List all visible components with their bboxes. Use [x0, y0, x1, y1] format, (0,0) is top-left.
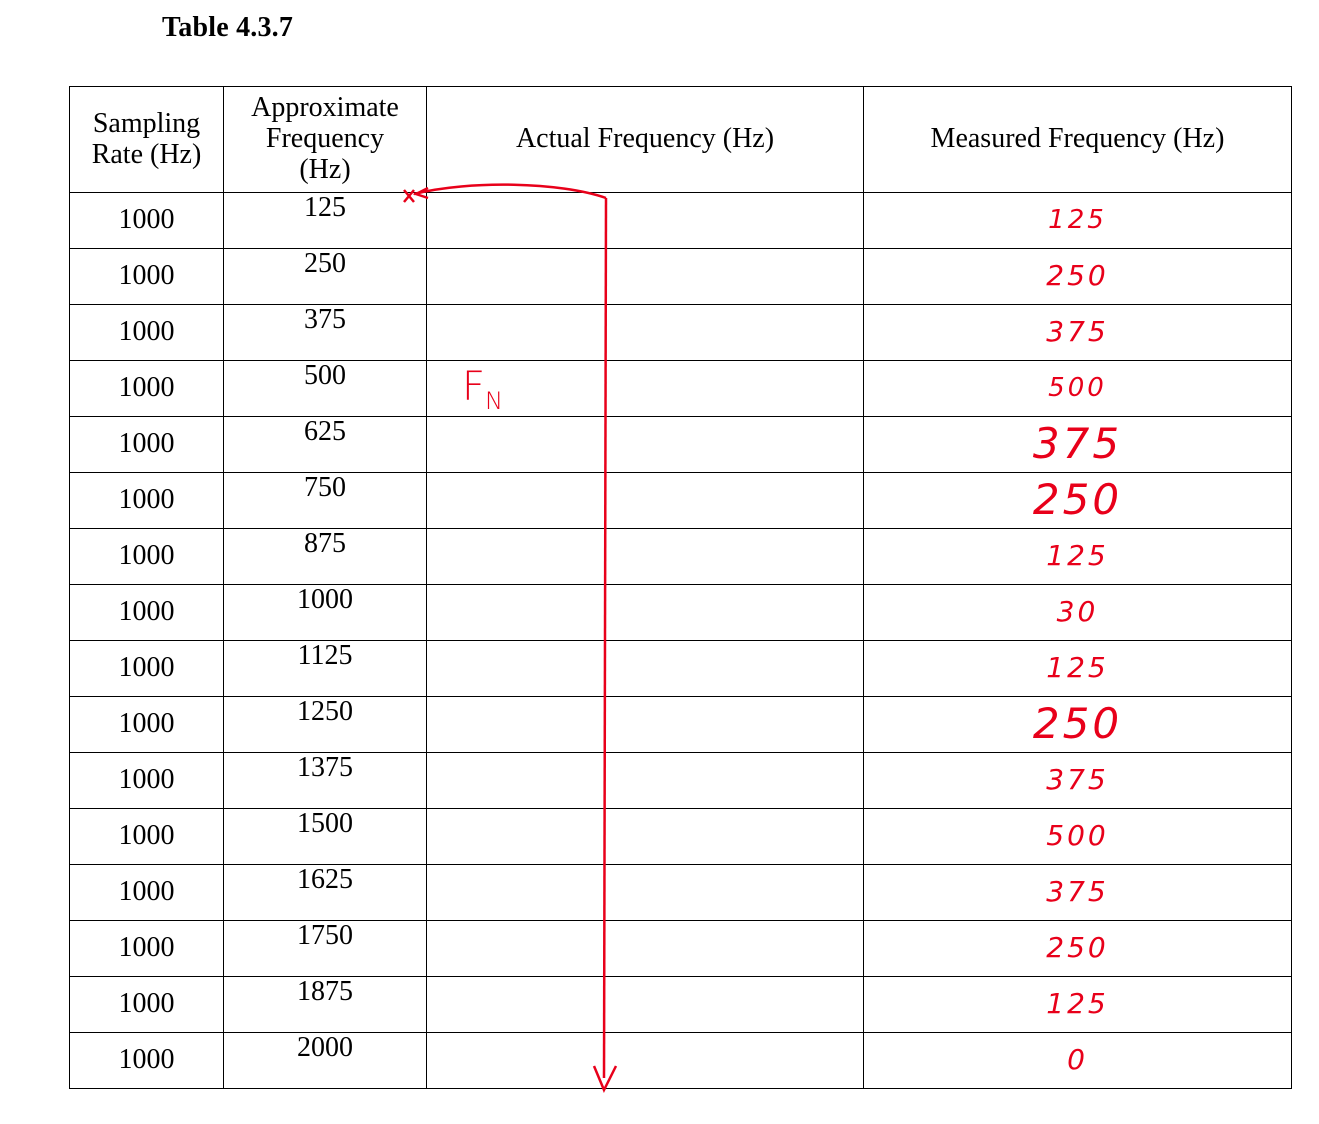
actual-frequency-cell	[426, 528, 864, 585]
measured-frequency-cell: 500	[863, 808, 1292, 865]
rate-cell: 1000	[69, 416, 224, 473]
approx-frequency-cell: 500	[223, 360, 427, 417]
approx-frequency-cell: 1375	[223, 752, 427, 809]
measured-frequency-cell: 250	[863, 920, 1292, 977]
measured-frequency-cell: 0	[863, 1032, 1292, 1089]
measured-frequency-cell: 250	[863, 472, 1292, 529]
rate-cell: 1000	[69, 528, 224, 585]
actual-frequency-cell	[426, 472, 864, 529]
rate-cell: 1000	[69, 808, 224, 865]
actual-frequency-cell	[426, 696, 864, 753]
table-row: 1000 625 375	[69, 416, 1292, 473]
table-row: 1000 1875 125	[69, 976, 1292, 1033]
approx-frequency-cell: 1500	[223, 808, 427, 865]
table-row: 1000 1125 125	[69, 640, 1292, 697]
table-row: 1000 750 250	[69, 472, 1292, 529]
table-row: 1000 2000 0	[69, 1032, 1292, 1089]
measured-frequency-cell: 250	[863, 248, 1292, 305]
measured-frequency-cell: 125	[863, 192, 1292, 249]
measured-frequency-cell: 125	[863, 528, 1292, 585]
table-row: 1000 1625 375	[69, 864, 1292, 921]
actual-frequency-cell	[426, 976, 864, 1033]
header-approx-frequency: Approximate Frequency (Hz)	[223, 86, 427, 193]
table-row: 1000 1375 375	[69, 752, 1292, 809]
measured-frequency-cell: 125	[863, 640, 1292, 697]
table-row: 1000 500 500	[69, 360, 1292, 417]
actual-frequency-cell	[426, 864, 864, 921]
table-caption: Table 4.3.7	[162, 12, 294, 43]
measured-frequency-cell: 125	[863, 976, 1292, 1033]
approx-frequency-cell: 375	[223, 304, 427, 361]
measured-frequency-cell: 375	[863, 752, 1292, 809]
measured-frequency-cell: 500	[863, 360, 1292, 417]
header-sampling-rate: Sampling Rate (Hz)	[69, 86, 224, 193]
table-row: 1000 125 125	[69, 192, 1292, 249]
rate-cell: 1000	[69, 472, 224, 529]
approx-frequency-cell: 625	[223, 416, 427, 473]
rate-cell: 1000	[69, 1032, 224, 1089]
rate-cell: 1000	[69, 864, 224, 921]
actual-frequency-cell	[426, 304, 864, 361]
rate-cell: 1000	[69, 640, 224, 697]
approx-frequency-cell: 125	[223, 192, 427, 249]
approx-frequency-cell: 1250	[223, 696, 427, 753]
table-row: 1000 375 375	[69, 304, 1292, 361]
actual-frequency-cell	[426, 808, 864, 865]
approx-frequency-cell: 1000	[223, 584, 427, 641]
rate-cell: 1000	[69, 920, 224, 977]
rate-cell: 1000	[69, 304, 224, 361]
actual-frequency-cell	[426, 192, 864, 249]
approx-frequency-cell: 1125	[223, 640, 427, 697]
table-row: 1000 1250 250	[69, 696, 1292, 753]
actual-frequency-cell	[426, 584, 864, 641]
actual-frequency-cell	[426, 416, 864, 473]
measured-frequency-cell: 375	[863, 304, 1292, 361]
actual-frequency-cell	[426, 248, 864, 305]
rate-cell: 1000	[69, 752, 224, 809]
approx-frequency-cell: 250	[223, 248, 427, 305]
header-row: Sampling Rate (Hz) Approximate Frequency…	[69, 86, 1292, 193]
rate-cell: 1000	[69, 360, 224, 417]
rate-cell: 1000	[69, 248, 224, 305]
header-measured-frequency: Measured Frequency (Hz)	[863, 86, 1292, 193]
approx-frequency-cell: 1750	[223, 920, 427, 977]
approx-frequency-cell: 875	[223, 528, 427, 585]
approx-frequency-cell: 1875	[223, 976, 427, 1033]
rate-cell: 1000	[69, 192, 224, 249]
rate-cell: 1000	[69, 696, 224, 753]
measured-frequency-cell: 250	[863, 696, 1292, 753]
approx-frequency-cell: 2000	[223, 1032, 427, 1089]
table-body: 1000 125 125 1000 250 250 1000 375 375 1000 500 500…	[69, 192, 1292, 1089]
header-actual-frequency: Actual Frequency (Hz)	[426, 86, 864, 193]
measured-frequency-cell: 375	[863, 864, 1292, 921]
actual-frequency-cell	[426, 752, 864, 809]
table-row: 1000 250 250	[69, 248, 1292, 305]
actual-frequency-cell	[426, 1032, 864, 1089]
frequency-table: Sampling Rate (Hz) Approximate Frequency…	[69, 86, 1292, 1089]
measured-frequency-cell: 30	[863, 584, 1292, 641]
measured-frequency-cell: 375	[863, 416, 1292, 473]
table-row: 1000 1750 250	[69, 920, 1292, 977]
table-row: 1000 1500 500	[69, 808, 1292, 865]
rate-cell: 1000	[69, 584, 224, 641]
table-row: 1000 1000 30	[69, 584, 1292, 641]
approx-frequency-cell: 1625	[223, 864, 427, 921]
approx-frequency-cell: 750	[223, 472, 427, 529]
rate-cell: 1000	[69, 976, 224, 1033]
fn-label: FN	[462, 364, 503, 415]
actual-frequency-cell	[426, 640, 864, 697]
table-row: 1000 875 125	[69, 528, 1292, 585]
actual-frequency-cell	[426, 920, 864, 977]
actual-frequency-cell	[426, 360, 864, 417]
